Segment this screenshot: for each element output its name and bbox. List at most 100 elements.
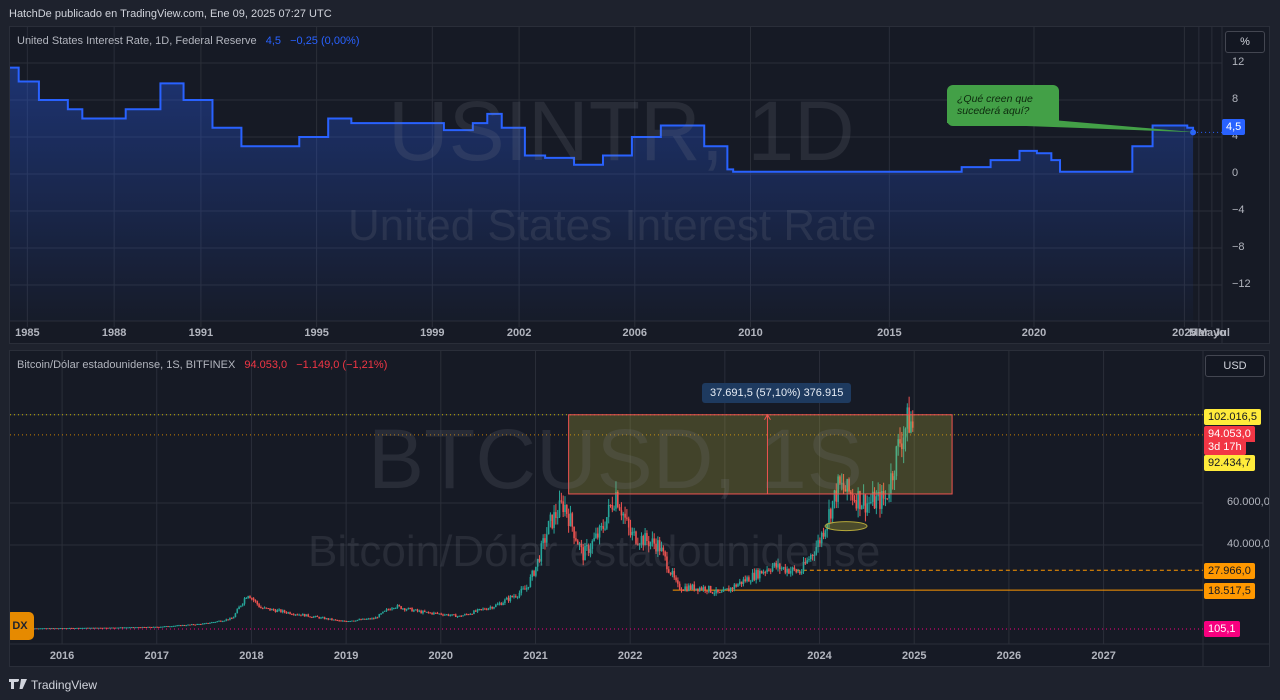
candle-body	[54, 628, 56, 630]
candle-body	[602, 526, 605, 529]
question-callout[interactable]: ¿Qué creen que sucederá aquí?	[947, 85, 1059, 126]
candle-body	[394, 607, 397, 609]
candle-body	[606, 517, 608, 529]
candle-body	[884, 498, 887, 500]
candle-body	[464, 614, 466, 616]
candle-body	[544, 538, 546, 543]
candle-body	[615, 491, 617, 509]
candle-body	[593, 537, 595, 541]
candle-body	[181, 625, 184, 627]
candle-body	[251, 598, 253, 600]
candle-body	[817, 540, 819, 548]
candle-body	[527, 586, 530, 588]
candle-body	[467, 614, 470, 616]
candle-body	[358, 619, 361, 621]
candle-body	[369, 618, 371, 620]
candle-body	[549, 514, 552, 521]
candle-body	[890, 473, 892, 494]
candle-body	[269, 608, 271, 611]
ellipse-annotation	[824, 521, 868, 532]
btc-legend[interactable]: Bitcoin/Dólar estadounidense, 1S, BITFIN…	[17, 359, 387, 371]
publish-header: HatchDe publicado en TradingView.com, En…	[9, 8, 332, 20]
btc-x-tick-label: 2022	[617, 650, 643, 662]
candle-body	[567, 513, 570, 527]
candle-body	[850, 491, 852, 494]
rate-x-tick-label: Jul	[1214, 327, 1230, 339]
candle-body	[94, 627, 97, 629]
candle-body	[174, 625, 177, 627]
candle-body	[61, 628, 64, 630]
candle-body	[68, 627, 71, 629]
candle-body	[88, 627, 91, 629]
candle-body	[666, 556, 668, 570]
candle-body	[631, 531, 634, 536]
candle-body	[378, 614, 381, 618]
candle-body	[842, 483, 845, 490]
rate-chart-svg[interactable]	[10, 27, 1270, 344]
candle-body	[465, 614, 468, 616]
candle-body	[831, 501, 834, 519]
candle-body	[478, 609, 481, 611]
candle-body	[221, 621, 224, 623]
btcusd-pane[interactable]: Bitcoin/Dólar estadounidense, 1S, BITFIN…	[9, 350, 1270, 667]
candle-body	[682, 590, 685, 592]
candle-body	[70, 627, 73, 629]
candle-body	[487, 608, 490, 610]
candle-body	[405, 609, 408, 611]
interest-rate-pane[interactable]: United States Interest Rate, 1D, Federal…	[9, 26, 1270, 344]
candle-body	[72, 627, 75, 629]
unit-percent-button[interactable]: %	[1225, 31, 1265, 53]
candle-body	[494, 604, 497, 607]
candle-body	[902, 437, 905, 450]
candle-body	[680, 589, 683, 591]
candle-body	[236, 609, 239, 614]
candle-body	[759, 570, 761, 579]
candle-body	[227, 619, 229, 621]
candle-body	[329, 618, 331, 620]
candle-body	[161, 626, 164, 628]
dx-badge[interactable]: DX	[10, 612, 34, 640]
candle-body	[655, 543, 657, 552]
candle-body	[99, 627, 102, 629]
candle-body	[476, 609, 479, 612]
candle-body	[172, 625, 175, 627]
candle-body	[545, 534, 548, 543]
candle-body	[624, 513, 626, 518]
candle-body	[112, 627, 115, 629]
candle-body	[214, 621, 217, 623]
candle-body	[456, 616, 459, 618]
candle-body	[500, 603, 503, 606]
rate-legend[interactable]: United States Interest Rate, 1D, Federal…	[17, 35, 360, 47]
candle-body	[484, 608, 486, 610]
candle-body	[622, 513, 625, 516]
candle-body	[649, 542, 652, 547]
rate-series-line	[10, 66, 1195, 173]
unit-usd-button[interactable]: USD	[1205, 355, 1265, 377]
candle-body	[802, 562, 805, 572]
candle-body	[542, 538, 544, 544]
candle-body	[189, 624, 191, 626]
candle-body	[130, 627, 133, 629]
candle-body	[911, 421, 914, 428]
candle-body	[815, 547, 818, 555]
btc-chart-svg[interactable]	[10, 351, 1270, 667]
candle-body	[578, 543, 581, 545]
candle-body	[862, 494, 865, 506]
candle-body	[722, 589, 725, 592]
candle-body	[296, 614, 299, 616]
candle-body	[243, 598, 246, 604]
candle-body	[363, 618, 366, 620]
candle-body	[380, 613, 382, 615]
candle-body	[41, 628, 44, 630]
candle-body	[52, 628, 55, 630]
footer[interactable]: TradingView	[9, 678, 97, 692]
candle-body	[811, 554, 814, 556]
candle-body	[147, 626, 149, 628]
candle-body	[362, 618, 364, 620]
candle-body	[207, 622, 209, 624]
candle-body	[522, 588, 524, 590]
candle-body	[314, 616, 317, 618]
candle-body	[667, 569, 670, 573]
candle-body	[482, 608, 484, 610]
tradingview-logo-icon	[9, 679, 27, 689]
